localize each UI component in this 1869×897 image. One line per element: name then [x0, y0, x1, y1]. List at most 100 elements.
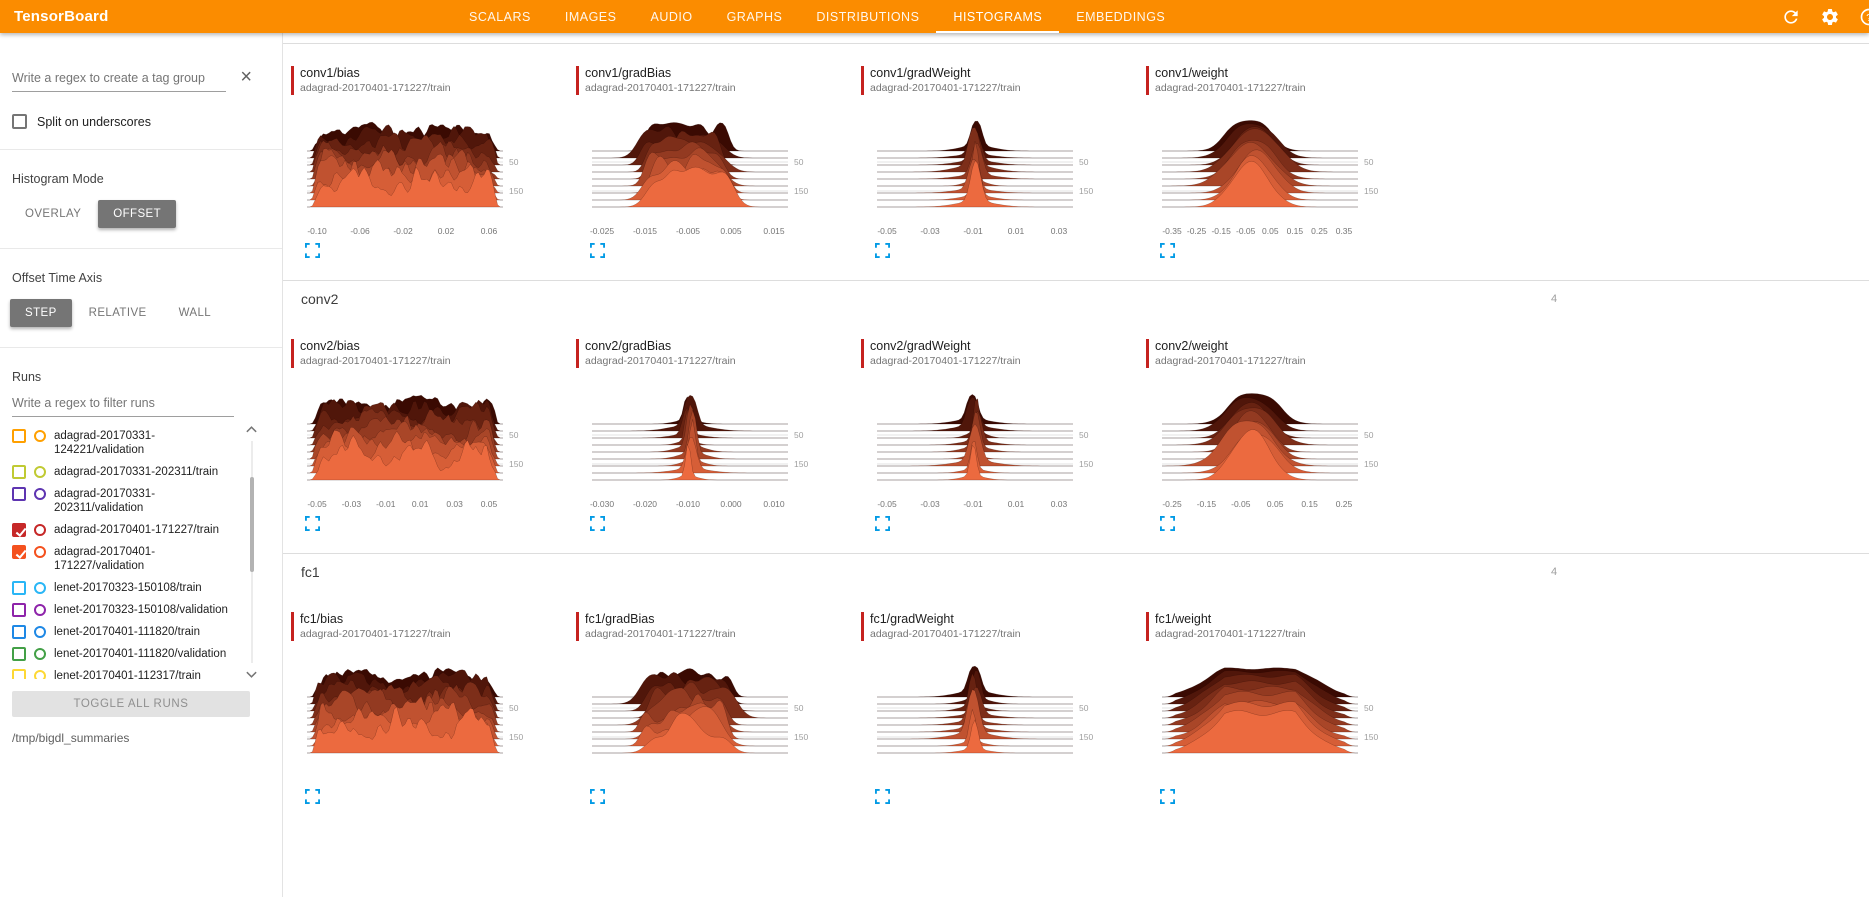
run-checkbox[interactable] [12, 429, 26, 443]
histogram-title: conv1/weight [1155, 66, 1228, 80]
svg-text:0.05: 0.05 [1267, 499, 1284, 509]
run-checkbox[interactable] [12, 465, 26, 479]
run-label: adagrad-20170401-171227/train [54, 524, 219, 536]
axis-step-button[interactable]: STEP [10, 299, 72, 327]
run-checkbox[interactable] [12, 523, 27, 537]
run-label: lenet-20170401-112317/train [54, 670, 201, 679]
svg-text:150: 150 [1364, 186, 1378, 196]
svg-text:150: 150 [1364, 732, 1378, 742]
expand-icon[interactable] [875, 243, 890, 258]
nav-tab[interactable]: SCALARS [452, 0, 548, 33]
histogram-card: fc1/bias adagrad-20170401-171227/train 5… [291, 612, 576, 804]
settings-gear-icon[interactable] [1820, 7, 1840, 27]
svg-text:-0.10: -0.10 [307, 226, 327, 236]
histogram-chart[interactable]: 50 150 -0.05 -0.03 -0.01 0.01 0.03 [875, 386, 1115, 512]
run-list-item[interactable]: lenet-20170323-150108/train [12, 577, 236, 599]
offset-time-axis-buttons: STEP RELATIVE WALL [10, 299, 282, 327]
mode-offset-button[interactable]: OFFSET [98, 200, 177, 228]
histogram-run: adagrad-20170401-171227/train [870, 82, 1021, 94]
scrollbar-thumb[interactable] [250, 477, 254, 572]
svg-text:-0.01: -0.01 [376, 499, 396, 509]
histogram-card: fc1/gradWeight adagrad-20170401-171227/t… [861, 612, 1146, 804]
runs-filter-input[interactable] [12, 392, 234, 417]
tag-section: conv2 4 conv2/bias adagrad-20170401-1712… [283, 280, 1869, 553]
run-checkbox[interactable] [12, 625, 26, 639]
expand-icon[interactable] [305, 789, 320, 804]
run-checkbox[interactable] [12, 545, 27, 559]
run-color-ring-icon [34, 604, 46, 616]
chevron-down-icon[interactable] [245, 670, 258, 679]
close-icon[interactable]: × [240, 66, 252, 88]
tag-section-header[interactable]: conv2 4 [283, 281, 1869, 317]
expand-icon[interactable] [1160, 243, 1175, 258]
refresh-icon[interactable] [1781, 7, 1801, 27]
expand-icon[interactable] [1160, 516, 1175, 531]
mode-overlay-button[interactable]: OVERLAY [25, 208, 82, 220]
nav-tab[interactable]: AUDIO [633, 0, 709, 33]
nav-tab[interactable]: HISTOGRAMS [936, 0, 1060, 33]
histogram-chart[interactable]: 50 150 [305, 659, 545, 785]
histogram-chart[interactable]: 50 150 [590, 659, 830, 785]
expand-icon[interactable] [590, 516, 605, 531]
expand-icon[interactable] [305, 243, 320, 258]
split-underscores-checkbox[interactable] [12, 114, 27, 129]
svg-text:-0.05: -0.05 [1236, 226, 1256, 236]
run-label: adagrad-20170331-124221/validation [54, 430, 156, 456]
svg-text:50: 50 [1079, 430, 1089, 440]
run-list-item[interactable]: lenet-20170401-111820/validation [12, 643, 236, 665]
histogram-run: adagrad-20170401-171227/train [1155, 628, 1306, 640]
svg-text:-0.030: -0.030 [590, 499, 614, 509]
histogram-chart[interactable]: 50 150 -0.25 -0.15 -0.05 0.05 0.15 0.25 [1160, 386, 1400, 512]
run-list-item[interactable]: adagrad-20170331-202311/train [12, 461, 236, 483]
run-list-item[interactable]: adagrad-20170401-171227/validation [12, 541, 236, 577]
nav-tab[interactable]: GRAPHS [710, 0, 800, 33]
nav-tab[interactable]: EMBEDDINGS [1059, 0, 1182, 33]
run-checkbox[interactable] [12, 581, 26, 595]
axis-wall-button[interactable]: WALL [178, 307, 212, 319]
expand-icon[interactable] [875, 789, 890, 804]
expand-icon[interactable] [590, 789, 605, 804]
expand-icon[interactable] [590, 243, 605, 258]
nav-tab[interactable]: DISTRIBUTIONS [799, 0, 936, 33]
run-color-bar [576, 339, 579, 368]
histogram-chart[interactable]: 50 150 -0.030 -0.020 -0.010 0.000 0.010 [590, 386, 830, 512]
run-color-bar [576, 66, 579, 95]
run-list-item[interactable]: lenet-20170401-111820/train [12, 621, 236, 643]
svg-text:150: 150 [1079, 732, 1093, 742]
divider [0, 248, 282, 249]
histogram-chart[interactable]: 50 150 -0.35 -0.25 -0.15 -0.05 0.05 0.15 0.25 0.3… [1160, 113, 1400, 239]
histogram-card-header: conv1/weight adagrad-20170401-171227/tra… [1146, 66, 1431, 95]
histogram-chart[interactable]: 50 150 -0.025 -0.015 -0.005 0.005 0.015 [590, 113, 830, 239]
split-underscores-row[interactable]: Split on underscores [12, 114, 282, 129]
run-list-item[interactable]: adagrad-20170331-202311/validation [12, 483, 236, 519]
run-checkbox[interactable] [12, 487, 26, 501]
axis-relative-button[interactable]: RELATIVE [88, 307, 147, 319]
expand-icon[interactable] [305, 516, 320, 531]
tag-section-header[interactable]: fc1 4 [283, 554, 1869, 590]
run-list-item[interactable]: lenet-20170323-150108/validation [12, 599, 236, 621]
histogram-chart[interactable]: 50 150 [875, 659, 1115, 785]
run-list-item[interactable]: lenet-20170401-112317/train [12, 665, 236, 679]
help-icon[interactable]: ? [1859, 7, 1869, 27]
histogram-chart[interactable]: 50 150 -0.05 -0.03 -0.01 0.01 0.03 [875, 113, 1115, 239]
nav-tab[interactable]: IMAGES [548, 0, 634, 33]
run-checkbox[interactable] [12, 647, 26, 661]
run-checkbox[interactable] [12, 603, 26, 617]
tag-filter-input[interactable] [12, 67, 226, 92]
expand-icon[interactable] [875, 516, 890, 531]
histogram-chart[interactable]: 50 150 -0.05 -0.03 -0.01 0.01 0.03 0.05 [305, 386, 545, 512]
expand-icon[interactable] [1160, 789, 1175, 804]
run-list-item[interactable]: adagrad-20170401-171227/train [12, 519, 236, 541]
run-label: lenet-20170323-150108/train [54, 582, 202, 594]
tag-section-count: 4 [1551, 566, 1558, 578]
svg-text:50: 50 [1079, 703, 1089, 713]
toggle-all-runs-button[interactable]: TOGGLE ALL RUNS [12, 691, 250, 717]
svg-text:150: 150 [509, 732, 523, 742]
histogram-chart[interactable]: 50 150 [1160, 659, 1400, 785]
histogram-title: conv1/gradBias [585, 66, 672, 80]
histogram-mode-buttons: OVERLAY OFFSET [10, 200, 282, 228]
run-list-item[interactable]: adagrad-20170331-124221/validation [12, 425, 236, 461]
chevron-up-icon[interactable] [245, 425, 258, 434]
histogram-chart[interactable]: 50 150 -0.10 -0.06 -0.02 0.02 0.06 [305, 113, 545, 239]
run-checkbox[interactable] [12, 669, 26, 679]
